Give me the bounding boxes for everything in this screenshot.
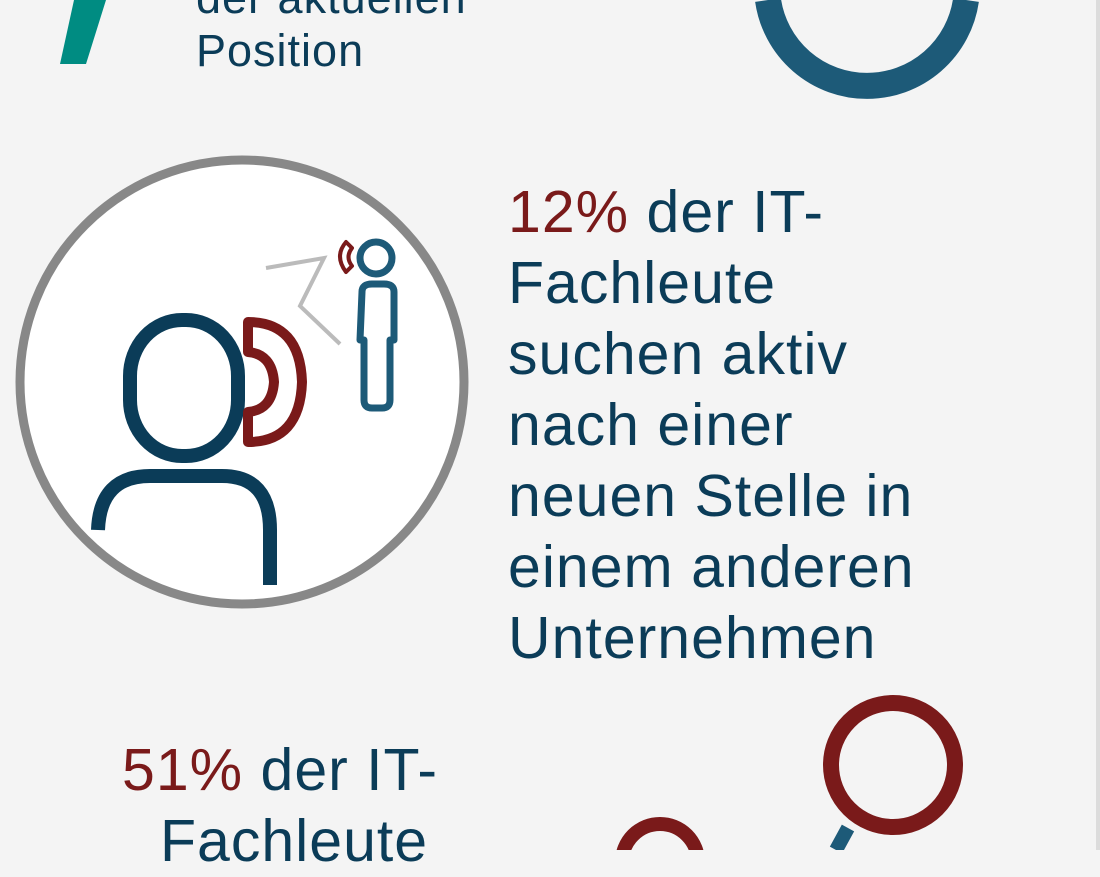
navy-ring-fragment: [755, 0, 979, 99]
text-line: suchen aktiv: [508, 321, 848, 387]
infographic-graphics: [15, 0, 979, 850]
person-on-phone-icon: [15, 155, 469, 609]
stat-highlight: 12%: [508, 179, 630, 245]
text-line: nach einer: [508, 392, 794, 458]
middle-stat-text: 12% der IT- Fachleute suchen aktiv nach …: [508, 177, 915, 674]
text-line: Position: [196, 25, 365, 76]
page-edge: [1096, 0, 1100, 850]
network-nodes-icon: [616, 695, 963, 850]
text-line: der aktuellen: [196, 0, 467, 24]
text-line: der IT-: [646, 179, 824, 245]
text-line: Fachleute: [160, 808, 429, 874]
text-line: neuen Stelle in: [508, 463, 914, 529]
top-stat-text: der aktuellen Position: [196, 0, 467, 77]
text-line: Fachleute: [508, 250, 777, 316]
teal-digit-fragment: [60, 0, 106, 64]
stat-highlight: 51%: [122, 737, 244, 803]
text-line: Unternehmen: [508, 605, 877, 671]
bottom-stat-text: 51% der IT- Fachleute: [122, 735, 438, 877]
text-line: einem anderen: [508, 534, 915, 600]
text-line: der IT-: [260, 737, 438, 803]
